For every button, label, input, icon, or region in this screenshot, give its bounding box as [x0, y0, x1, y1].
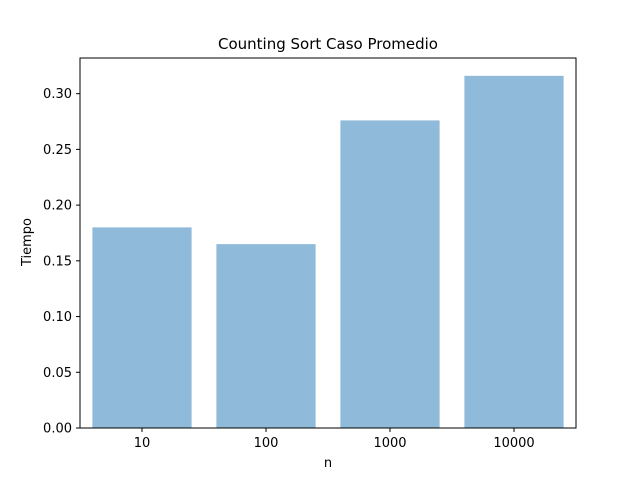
bars-group: [92, 75, 564, 428]
x-tick-label: 100: [254, 436, 279, 451]
y-tick-label: 0.10: [43, 310, 72, 325]
axes-group: 10 100 1000 10000 0.00 0.05 0.10 0.15 0.20 0.25 0.…: [43, 57, 577, 451]
bar-10: [92, 227, 192, 428]
x-axis-label: n: [324, 456, 332, 471]
y-tick-label: 0.15: [43, 254, 72, 269]
y-tick-label: 0.05: [43, 366, 72, 381]
y-tick-label: 0.25: [43, 143, 72, 158]
x-tick-label: 1000: [373, 436, 406, 451]
x-tick-label: 10000: [493, 436, 534, 451]
y-tick-label: 0.20: [43, 199, 72, 214]
bar-1000: [340, 120, 440, 428]
y-axis-label: Tiempo: [20, 218, 35, 267]
plot-frame: [79, 57, 577, 429]
y-tick-label: 0.00: [43, 422, 72, 437]
bar-10000: [464, 75, 564, 428]
x-tick-label: 10: [134, 436, 151, 451]
bar-100: [216, 244, 316, 428]
chart-title: Counting Sort Caso Promedio: [218, 35, 438, 53]
y-tick-label: 0.30: [43, 87, 72, 102]
